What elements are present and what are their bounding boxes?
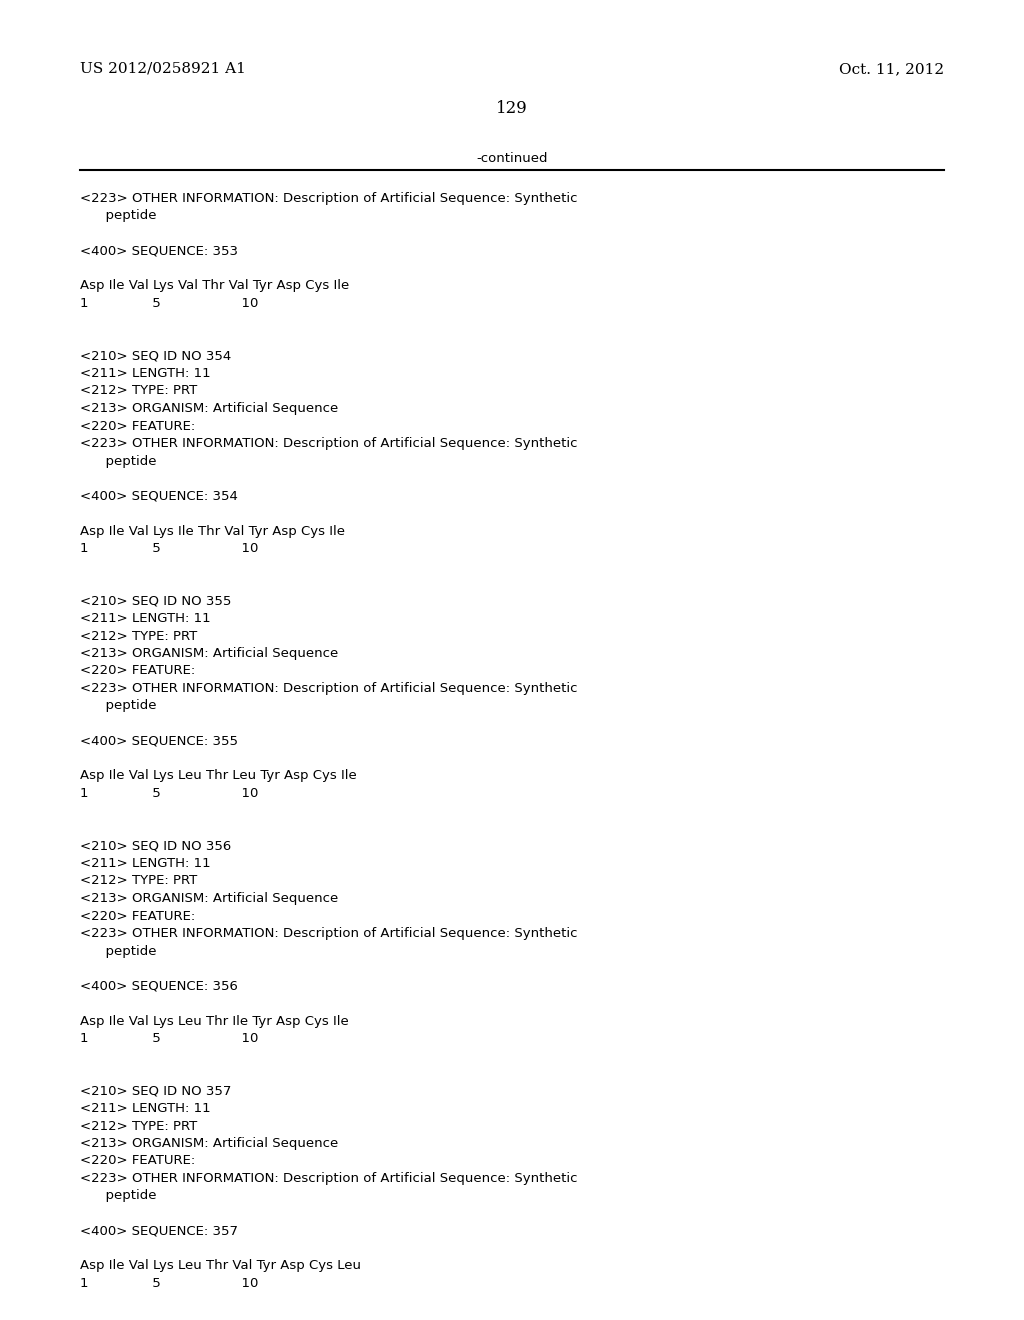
Text: Asp Ile Val Lys Ile Thr Val Tyr Asp Cys Ile: Asp Ile Val Lys Ile Thr Val Tyr Asp Cys … — [80, 524, 345, 537]
Text: <210> SEQ ID NO 356: <210> SEQ ID NO 356 — [80, 840, 231, 853]
Text: <400> SEQUENCE: 356: <400> SEQUENCE: 356 — [80, 979, 238, 993]
Text: Asp Ile Val Lys Val Thr Val Tyr Asp Cys Ile: Asp Ile Val Lys Val Thr Val Tyr Asp Cys … — [80, 280, 349, 293]
Text: <211> LENGTH: 11: <211> LENGTH: 11 — [80, 612, 211, 624]
Text: <400> SEQUENCE: 353: <400> SEQUENCE: 353 — [80, 244, 238, 257]
Text: peptide: peptide — [80, 210, 157, 223]
Text: Asp Ile Val Lys Leu Thr Leu Tyr Asp Cys Ile: Asp Ile Val Lys Leu Thr Leu Tyr Asp Cys … — [80, 770, 356, 783]
Text: <212> TYPE: PRT: <212> TYPE: PRT — [80, 1119, 198, 1133]
Text: 1               5                   10: 1 5 10 — [80, 297, 258, 310]
Text: <211> LENGTH: 11: <211> LENGTH: 11 — [80, 1102, 211, 1115]
Text: Asp Ile Val Lys Leu Thr Ile Tyr Asp Cys Ile: Asp Ile Val Lys Leu Thr Ile Tyr Asp Cys … — [80, 1015, 349, 1027]
Text: <400> SEQUENCE: 354: <400> SEQUENCE: 354 — [80, 490, 238, 503]
Text: 129: 129 — [496, 100, 528, 117]
Text: <213> ORGANISM: Artificial Sequence: <213> ORGANISM: Artificial Sequence — [80, 403, 338, 414]
Text: <220> FEATURE:: <220> FEATURE: — [80, 1155, 196, 1167]
Text: <400> SEQUENCE: 355: <400> SEQUENCE: 355 — [80, 734, 238, 747]
Text: <210> SEQ ID NO 357: <210> SEQ ID NO 357 — [80, 1085, 231, 1097]
Text: peptide: peptide — [80, 945, 157, 957]
Text: peptide: peptide — [80, 1189, 157, 1203]
Text: 1               5                   10: 1 5 10 — [80, 787, 258, 800]
Text: Oct. 11, 2012: Oct. 11, 2012 — [839, 62, 944, 77]
Text: <211> LENGTH: 11: <211> LENGTH: 11 — [80, 857, 211, 870]
Text: <400> SEQUENCE: 357: <400> SEQUENCE: 357 — [80, 1225, 238, 1238]
Text: <212> TYPE: PRT: <212> TYPE: PRT — [80, 874, 198, 887]
Text: peptide: peptide — [80, 700, 157, 713]
Text: 1               5                   10: 1 5 10 — [80, 1276, 258, 1290]
Text: <220> FEATURE:: <220> FEATURE: — [80, 909, 196, 923]
Text: <212> TYPE: PRT: <212> TYPE: PRT — [80, 630, 198, 643]
Text: <211> LENGTH: 11: <211> LENGTH: 11 — [80, 367, 211, 380]
Text: <213> ORGANISM: Artificial Sequence: <213> ORGANISM: Artificial Sequence — [80, 647, 338, 660]
Text: -continued: -continued — [476, 152, 548, 165]
Text: Asp Ile Val Lys Leu Thr Val Tyr Asp Cys Leu: Asp Ile Val Lys Leu Thr Val Tyr Asp Cys … — [80, 1259, 361, 1272]
Text: <223> OTHER INFORMATION: Description of Artificial Sequence: Synthetic: <223> OTHER INFORMATION: Description of … — [80, 682, 578, 696]
Text: <223> OTHER INFORMATION: Description of Artificial Sequence: Synthetic: <223> OTHER INFORMATION: Description of … — [80, 437, 578, 450]
Text: <220> FEATURE:: <220> FEATURE: — [80, 664, 196, 677]
Text: peptide: peptide — [80, 454, 157, 467]
Text: US 2012/0258921 A1: US 2012/0258921 A1 — [80, 62, 246, 77]
Text: <220> FEATURE:: <220> FEATURE: — [80, 420, 196, 433]
Text: <223> OTHER INFORMATION: Description of Artificial Sequence: Synthetic: <223> OTHER INFORMATION: Description of … — [80, 1172, 578, 1185]
Text: <223> OTHER INFORMATION: Description of Artificial Sequence: Synthetic: <223> OTHER INFORMATION: Description of … — [80, 191, 578, 205]
Text: <210> SEQ ID NO 355: <210> SEQ ID NO 355 — [80, 594, 231, 607]
Text: <212> TYPE: PRT: <212> TYPE: PRT — [80, 384, 198, 397]
Text: <223> OTHER INFORMATION: Description of Artificial Sequence: Synthetic: <223> OTHER INFORMATION: Description of … — [80, 927, 578, 940]
Text: <213> ORGANISM: Artificial Sequence: <213> ORGANISM: Artificial Sequence — [80, 1137, 338, 1150]
Text: 1               5                   10: 1 5 10 — [80, 1032, 258, 1045]
Text: <210> SEQ ID NO 354: <210> SEQ ID NO 354 — [80, 350, 231, 363]
Text: <213> ORGANISM: Artificial Sequence: <213> ORGANISM: Artificial Sequence — [80, 892, 338, 906]
Text: 1               5                   10: 1 5 10 — [80, 543, 258, 554]
